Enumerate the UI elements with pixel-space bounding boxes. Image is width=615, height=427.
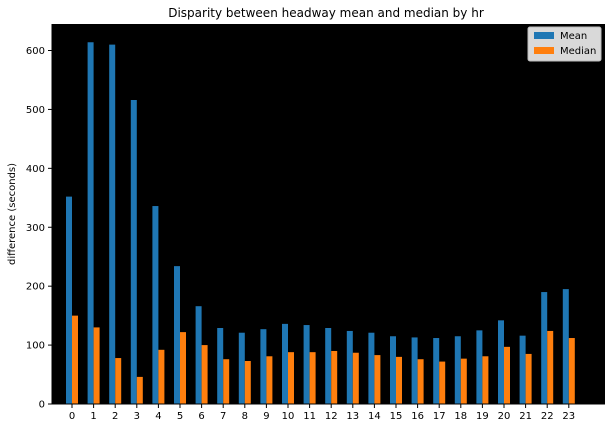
x-tick-label: 13 bbox=[346, 411, 359, 422]
bar-median-16 bbox=[417, 359, 424, 404]
bar-median-18 bbox=[460, 358, 467, 404]
x-tick-label: 0 bbox=[69, 411, 75, 422]
bar-median-21 bbox=[525, 353, 532, 404]
bar-mean-6 bbox=[195, 306, 202, 404]
bar-median-20 bbox=[504, 346, 510, 404]
x-tick-label: 3 bbox=[134, 411, 140, 422]
x-tick-label: 6 bbox=[198, 411, 204, 422]
chart-title: Disparity between headway mean and media… bbox=[168, 6, 484, 20]
x-tick-label: 2 bbox=[112, 411, 118, 422]
bar-mean-16 bbox=[411, 337, 418, 404]
legend-swatch-median bbox=[534, 47, 554, 54]
bar-mean-15 bbox=[390, 336, 396, 404]
bar-mean-23 bbox=[562, 289, 569, 404]
x-tick-label: 11 bbox=[303, 411, 316, 422]
bar-mean-2 bbox=[109, 44, 116, 405]
x-tick-label: 12 bbox=[325, 411, 338, 422]
x-tick-label: 17 bbox=[433, 411, 446, 422]
y-tick-label: 500 bbox=[26, 105, 45, 116]
legend-label-median: Median bbox=[560, 46, 596, 57]
x-tick-label: 14 bbox=[368, 411, 381, 422]
y-tick-label: 600 bbox=[26, 46, 45, 57]
legend-label-mean: Mean bbox=[560, 31, 587, 42]
bar-median-4 bbox=[158, 349, 165, 404]
bar-median-5 bbox=[180, 332, 186, 404]
bar-median-7 bbox=[223, 359, 230, 404]
bar-mean-13 bbox=[346, 330, 353, 404]
x-tick-label: 15 bbox=[390, 411, 403, 422]
bar-median-19 bbox=[482, 356, 489, 404]
bar-median-0 bbox=[72, 315, 78, 404]
bar-mean-10 bbox=[282, 323, 288, 404]
legend-swatch-mean bbox=[534, 32, 554, 39]
y-tick-label: 400 bbox=[26, 164, 45, 175]
bar-mean-9 bbox=[260, 329, 267, 404]
y-axis: 0 100 200 300 400 500 600 bbox=[26, 24, 53, 411]
bar-mean-21 bbox=[519, 335, 526, 404]
bar-mean-3 bbox=[130, 100, 137, 404]
bar-median-22 bbox=[547, 330, 554, 404]
bar-median-12 bbox=[331, 350, 338, 404]
bar-mean-0 bbox=[66, 196, 72, 404]
x-tick-label: 19 bbox=[476, 411, 489, 422]
x-tick-label: 21 bbox=[519, 411, 532, 422]
bar-mean-11 bbox=[303, 325, 310, 404]
bar-median-10 bbox=[288, 352, 294, 404]
y-axis-label: difference (seconds) bbox=[7, 163, 18, 265]
bar-mean-14 bbox=[368, 332, 375, 404]
bar-mean-1 bbox=[87, 42, 94, 404]
bar-mean-20 bbox=[498, 320, 504, 404]
bar-mean-22 bbox=[541, 292, 548, 404]
y-tick-label: 100 bbox=[26, 341, 45, 352]
bar-mean-8 bbox=[238, 332, 245, 404]
bars-group bbox=[66, 42, 575, 405]
bar-mean-12 bbox=[325, 328, 332, 404]
y-tick-label: 300 bbox=[26, 223, 45, 234]
bar-median-14 bbox=[374, 355, 381, 404]
bar-median-13 bbox=[352, 352, 359, 404]
y-tick-label: 200 bbox=[26, 282, 45, 293]
x-tick-label: 18 bbox=[454, 411, 467, 422]
x-tick-label: 8 bbox=[242, 411, 248, 422]
bar-median-23 bbox=[568, 338, 575, 404]
bar-mean-17 bbox=[433, 338, 440, 404]
x-tick-label: 1 bbox=[90, 411, 96, 422]
x-axis: 0 1 2 3 4 5 6 7 8 9 10 11 12 13 14 15 16 17 18 19 20 21 22 23 bbox=[52, 403, 605, 422]
bar-median-8 bbox=[244, 360, 251, 404]
x-tick-label: 23 bbox=[562, 411, 575, 422]
y-tick-label: 0 bbox=[39, 400, 45, 411]
x-tick-label: 20 bbox=[498, 411, 511, 422]
bar-median-9 bbox=[266, 356, 273, 404]
bar-mean-5 bbox=[174, 266, 180, 404]
bar-mean-18 bbox=[454, 336, 461, 404]
bar-mean-19 bbox=[476, 330, 483, 404]
x-tick-label: 10 bbox=[282, 411, 295, 422]
x-tick-label: 7 bbox=[220, 411, 226, 422]
bar-median-11 bbox=[309, 352, 316, 404]
bar-median-15 bbox=[396, 356, 402, 404]
bar-mean-4 bbox=[152, 206, 159, 404]
bar-median-6 bbox=[201, 345, 208, 404]
bar-median-3 bbox=[136, 376, 143, 404]
legend: Mean Median bbox=[527, 26, 602, 62]
bar-median-2 bbox=[115, 358, 122, 404]
x-tick-label: 9 bbox=[263, 411, 269, 422]
bar-mean-7 bbox=[217, 328, 224, 404]
bar-median-1 bbox=[93, 327, 100, 404]
x-tick-label: 22 bbox=[541, 411, 554, 422]
x-tick-label: 16 bbox=[411, 411, 424, 422]
bar-median-17 bbox=[439, 361, 446, 404]
x-tick-label: 5 bbox=[177, 411, 183, 422]
x-tick-label: 4 bbox=[155, 411, 161, 422]
